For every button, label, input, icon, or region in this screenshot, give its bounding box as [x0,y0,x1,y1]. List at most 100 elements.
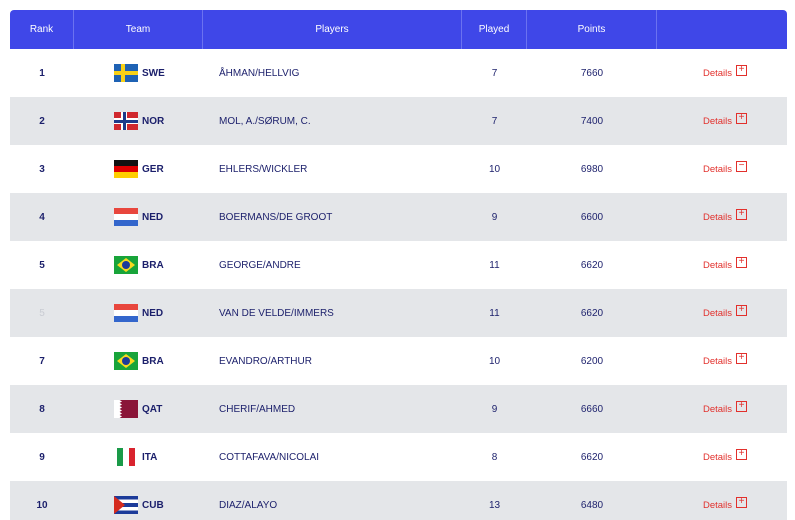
germany-flag-icon [114,160,138,178]
details-link[interactable]: Details − [657,145,787,193]
played-cell: 11 [489,307,500,319]
rank-cell: 10 [36,499,48,511]
table-row: 5 BRA GEORGE/ANDRE 11 6620 Details + [10,241,787,289]
team-code: QAT [142,403,163,415]
players-cell: EVANDRO/ARTHUR [219,355,312,367]
expand-icon[interactable]: + [736,112,747,124]
points-cell: 7400 [580,115,604,127]
rank-cell: 2 [39,115,45,127]
rank-cell: 7 [39,355,45,367]
team-code: NED [142,211,164,223]
table-row: 10 CUB DIAZ/ALAYO 13 6480 Details + [10,481,787,520]
header-players[interactable]: Players [203,10,462,49]
expand-icon[interactable]: + [736,208,747,220]
brazil-flag-icon [114,256,138,274]
played-cell: 11 [489,259,500,271]
expand-icon[interactable]: + [736,448,747,460]
played-cell: 9 [491,211,498,223]
collapse-icon[interactable]: − [736,160,747,172]
details-link[interactable]: Details + [657,289,787,337]
team-cell: BRA [74,337,203,385]
details-label[interactable]: Details [702,499,732,511]
points-cell: 6980 [580,163,604,175]
rank-cell: 1 [39,67,45,79]
points-cell: 7660 [580,67,604,79]
table-row: 7 BRA EVANDRO/ARTHUR 10 6200 Details + [10,337,787,385]
details-label[interactable]: Details [702,451,732,463]
rank-cell: 5 [39,307,45,319]
points-cell: 6660 [580,403,604,415]
points-cell: 6480 [580,499,604,511]
expand-icon[interactable]: + [736,496,747,508]
team-code: CUB [142,499,164,511]
team-cell: QAT [74,385,203,433]
team-code: NOR [142,115,165,127]
netherlands-flag-icon [114,304,138,322]
rankings-table: Rank Team Players Played Points 1 SWE ÅH… [10,10,787,520]
sweden-flag-icon [114,64,138,82]
header-played[interactable]: Played [462,10,527,49]
table-row: 5 NED VAN DE VELDE/IMMERS 11 6620 Detail… [10,289,787,337]
details-label[interactable]: Details [702,211,732,223]
players-cell: COTTAFAVA/NICOLAI [219,451,320,463]
players-cell: ÅHMAN/HELLVIG [219,67,300,79]
details-label[interactable]: Details [702,259,732,271]
expand-icon[interactable]: + [736,256,747,268]
team-code: BRA [142,259,164,271]
rank-cell: 8 [39,403,45,415]
header-points[interactable]: Points [527,10,657,49]
table-row: 9 ITA COTTAFAVA/NICOLAI 8 6620 Details + [10,433,787,481]
played-cell: 13 [488,499,501,511]
team-cell: SWE [74,49,203,97]
played-cell: 9 [491,403,498,415]
table-row: 8 QAT CHERIF/AHMED 9 6660 Details + [10,385,787,433]
details-link[interactable]: Details + [657,385,787,433]
expand-icon[interactable]: + [736,64,747,76]
details-label[interactable]: Details [702,115,732,127]
players-cell: MOL, A./SØRUM, C. [219,115,311,127]
rank-cell: 9 [39,451,45,463]
details-link[interactable]: Details + [657,337,787,385]
details-label[interactable]: Details [702,163,732,175]
table-header: Rank Team Players Played Points [10,10,787,49]
players-cell: BOERMANS/DE GROOT [219,211,333,223]
table-row: 3 GER EHLERS/WICKLER 10 6980 Details − [10,145,787,193]
team-cell: NED [74,289,203,337]
expand-icon[interactable]: + [736,352,747,364]
rank-cell: 5 [39,259,45,271]
team-code: SWE [142,67,165,79]
header-rank[interactable]: Rank [10,10,74,49]
header-details [657,10,787,49]
played-cell: 7 [491,115,498,127]
players-cell: VAN DE VELDE/IMMERS [219,307,334,319]
played-cell: 8 [491,451,498,463]
rank-cell: 3 [39,163,45,175]
expand-icon[interactable]: + [736,400,747,412]
italy-flag-icon [117,448,135,466]
team-code: BRA [142,355,164,367]
details-label[interactable]: Details [702,403,732,415]
points-cell: 6620 [580,451,604,463]
details-link[interactable]: Details + [657,97,787,145]
details-link[interactable]: Details + [657,49,787,97]
points-cell: 6200 [580,355,604,367]
points-cell: 6620 [580,259,604,271]
table-row: 1 SWE ÅHMAN/HELLVIG 7 7660 Details + [10,49,787,97]
details-label[interactable]: Details [702,307,732,319]
header-team[interactable]: Team [74,10,203,49]
details-label[interactable]: Details [702,67,732,79]
table-row: 4 NED BOERMANS/DE GROOT 9 6600 Details + [10,193,787,241]
details-link[interactable]: Details + [657,481,787,520]
details-link[interactable]: Details + [657,433,787,481]
details-link[interactable]: Details + [657,241,787,289]
qatar-flag-icon [114,400,138,418]
points-cell: 6620 [580,307,604,319]
points-cell: 6600 [580,211,604,223]
players-cell: GEORGE/ANDRE [219,259,301,271]
details-link[interactable]: Details + [657,193,787,241]
team-cell: GER [74,145,203,193]
expand-icon[interactable]: + [736,304,747,316]
brazil-flag-icon [114,352,138,370]
details-label[interactable]: Details [702,355,732,367]
players-cell: CHERIF/AHMED [219,403,296,415]
